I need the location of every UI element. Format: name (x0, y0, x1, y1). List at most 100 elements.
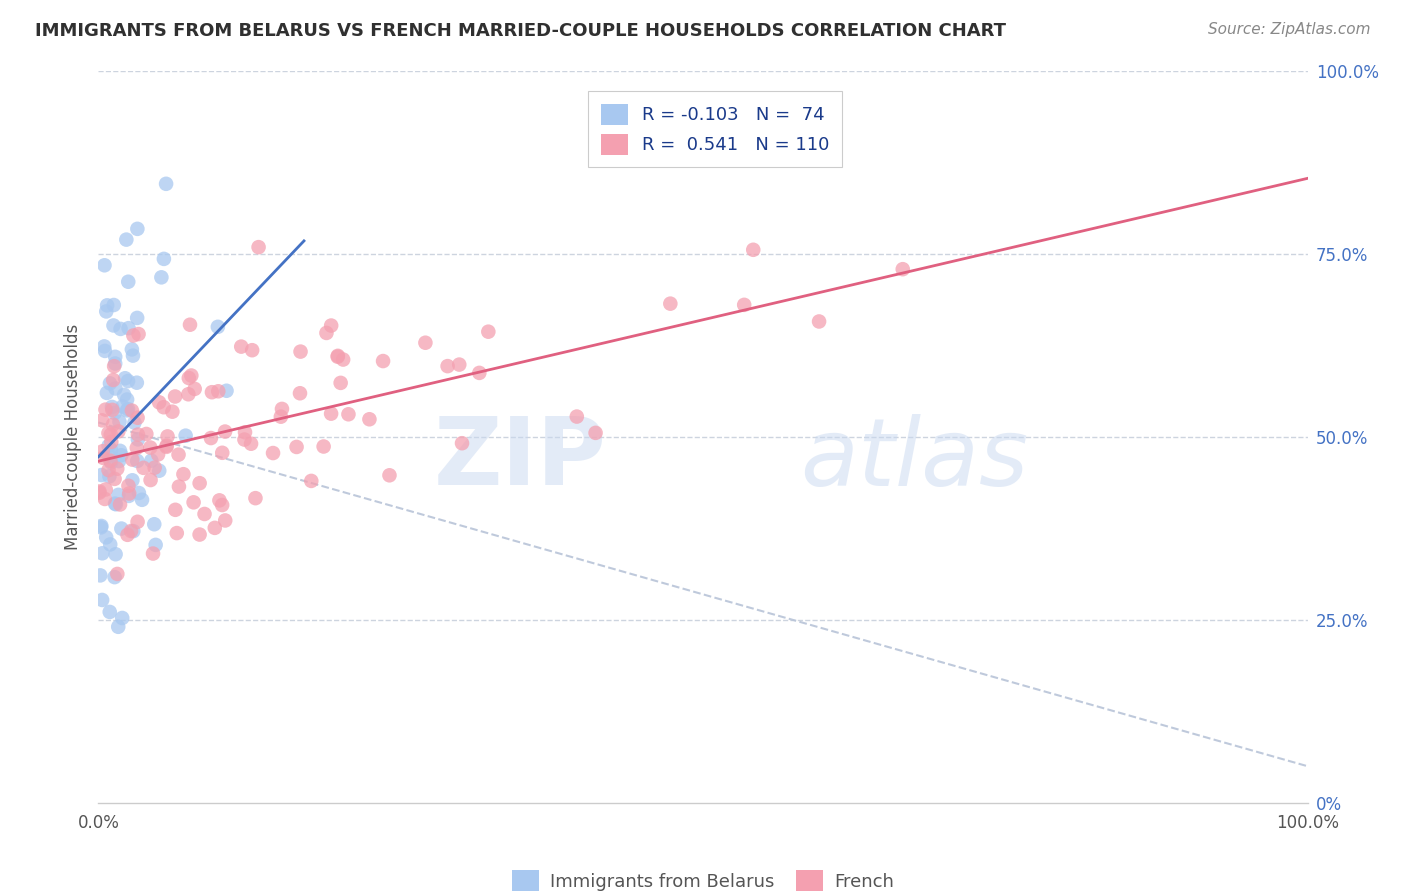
Point (98, 537, 121, 551)
Point (89, 484, 111, 499)
Point (565, 409, 588, 424)
Point (89, 568, 111, 582)
Point (659, 296, 682, 310)
Point (177, 371, 200, 385)
Point (290, 344, 312, 359)
Point (107, 425, 129, 439)
Point (143, 517, 166, 532)
Point (127, 454, 149, 468)
Point (188, 527, 211, 541)
Point (131, 492, 153, 507)
Point (128, 486, 150, 500)
Point (449, 358, 471, 372)
Point (153, 252, 176, 266)
Point (118, 486, 141, 500)
Point (127, 427, 149, 442)
Point (148, 395, 170, 409)
Point (91, 444, 114, 458)
Point (207, 319, 229, 334)
Point (122, 328, 145, 343)
Point (90, 468, 112, 483)
Legend: Immigrants from Belarus, French: Immigrants from Belarus, French (505, 863, 901, 892)
Point (378, 468, 401, 483)
Point (115, 233, 138, 247)
Point (98, 376, 121, 391)
Point (100, 434, 122, 449)
Point (100, 455, 122, 469)
Point (150, 270, 173, 285)
Point (733, 298, 755, 312)
Point (105, 461, 128, 475)
Point (117, 275, 139, 289)
Point (94, 483, 117, 497)
Point (101, 417, 124, 432)
Text: ZIP: ZIP (433, 413, 606, 505)
Point (156, 439, 179, 453)
Point (127, 310, 149, 325)
Point (201, 385, 224, 400)
Point (188, 476, 211, 491)
Point (103, 318, 125, 333)
Point (143, 460, 166, 475)
Point (100, 443, 122, 458)
Point (115, 392, 138, 407)
Point (165, 503, 187, 517)
Point (891, 262, 914, 277)
Point (96, 385, 118, 400)
Point (103, 298, 125, 312)
Point (103, 359, 125, 374)
Point (90, 520, 112, 534)
Point (214, 513, 236, 527)
Point (93, 258, 115, 272)
Point (97, 439, 120, 453)
Point (240, 436, 263, 450)
Point (93, 339, 115, 353)
Point (97, 449, 120, 463)
Point (120, 524, 142, 538)
Point (262, 446, 284, 460)
Point (111, 400, 134, 414)
Point (329, 376, 352, 390)
Point (122, 524, 145, 538)
Point (98, 469, 121, 483)
Point (183, 382, 205, 396)
Point (332, 352, 354, 367)
Point (90, 519, 112, 533)
Point (233, 433, 256, 447)
Point (101, 400, 124, 414)
Point (104, 497, 127, 511)
Point (103, 373, 125, 387)
Point (104, 382, 127, 396)
Point (156, 429, 179, 443)
Point (103, 472, 125, 486)
Point (162, 405, 184, 419)
Point (166, 526, 188, 541)
Point (104, 357, 127, 371)
Point (125, 376, 148, 390)
Point (208, 493, 231, 508)
Point (91, 450, 114, 465)
Point (299, 474, 322, 488)
Point (108, 443, 131, 458)
Point (321, 407, 343, 421)
Point (117, 528, 139, 542)
Point (104, 547, 127, 561)
Point (108, 454, 131, 468)
Point (179, 318, 201, 332)
Point (91, 413, 114, 427)
Point (100, 427, 122, 442)
Point (142, 547, 165, 561)
Point (167, 448, 190, 462)
Point (231, 340, 253, 354)
Point (101, 403, 124, 417)
Point (97, 463, 120, 477)
Point (288, 386, 311, 401)
Point (245, 491, 267, 505)
Point (108, 498, 131, 512)
Point (585, 425, 607, 440)
Point (91, 546, 114, 560)
Point (121, 403, 143, 417)
Point (135, 427, 157, 442)
Point (146, 447, 169, 461)
Point (107, 620, 129, 634)
